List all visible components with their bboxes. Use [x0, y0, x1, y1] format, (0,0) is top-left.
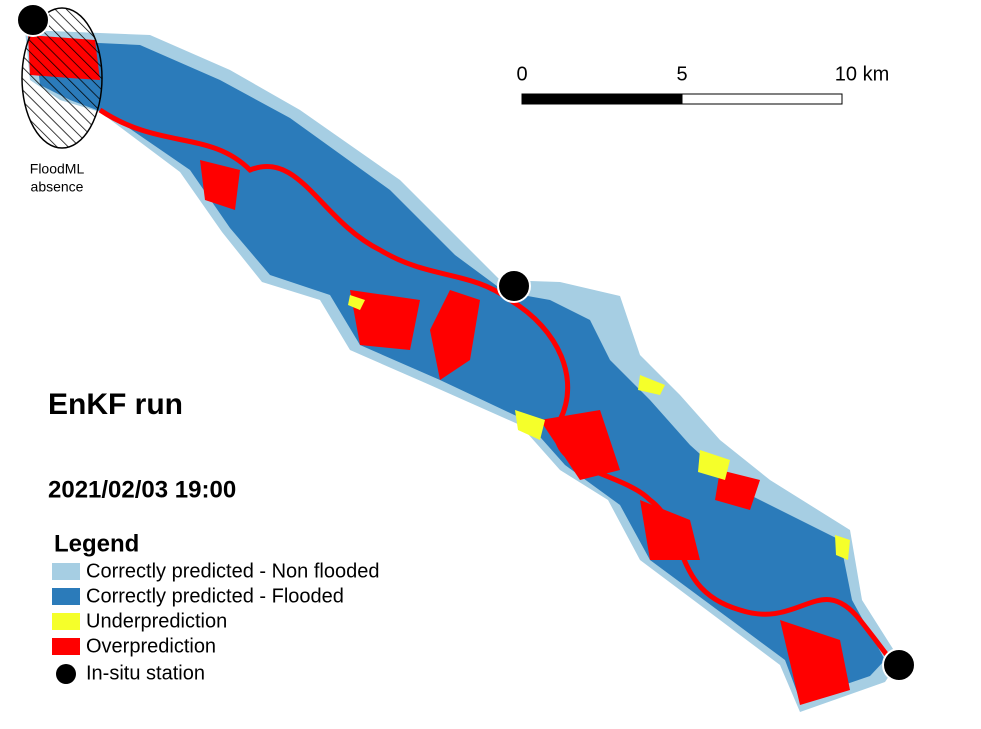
station — [882, 648, 916, 682]
legend: Legend Correctly predicted - Non flooded… — [52, 530, 379, 684]
legend-swatch — [52, 588, 80, 605]
legend-label: Correctly predicted - Flooded — [86, 585, 344, 607]
floodml-absence — [21, 7, 103, 149]
river — [98, 107, 897, 667]
station — [16, 3, 50, 37]
scale-bar: 0 5 10 km — [516, 63, 889, 105]
legend-label: In-situ station — [86, 662, 205, 684]
annotation: absence — [31, 179, 84, 195]
scale-label: 0 — [516, 63, 527, 85]
legend-title: Legend — [54, 530, 139, 557]
underprediction-patches — [348, 295, 850, 560]
legend-label: Underprediction — [86, 610, 227, 632]
legend-swatch — [56, 664, 76, 684]
legend-swatch — [52, 638, 80, 655]
scale-label: 5 — [676, 63, 687, 85]
scale-label: 10 km — [835, 63, 889, 85]
legend-label: Correctly predicted - Non flooded — [86, 560, 379, 582]
legend-swatch — [52, 613, 80, 630]
timestamp: 2021/02/03 19:00 — [48, 476, 236, 503]
legend-label: Overprediction — [86, 635, 216, 657]
station — [497, 269, 531, 303]
flood-map — [16, 3, 916, 712]
annotation: FloodML — [30, 161, 85, 177]
legend-swatch — [52, 563, 80, 580]
title: EnKF run — [48, 388, 183, 421]
